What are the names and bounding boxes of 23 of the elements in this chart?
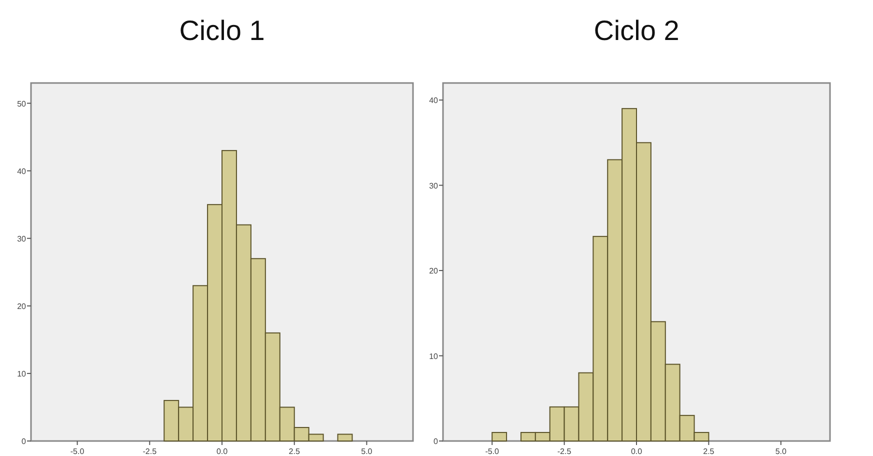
y-tick-label: 20 — [17, 302, 27, 311]
x-tick-label: -2.5 — [557, 447, 572, 456]
x-tick-label: -5.0 — [70, 447, 85, 456]
y-tick-label: 10 — [429, 352, 439, 361]
x-tick-label: 0.0 — [630, 447, 643, 456]
x-tick-label: 0.0 — [216, 447, 228, 456]
y-tick-label: 40 — [17, 166, 27, 176]
y-tick-label: 40 — [429, 96, 439, 106]
x-tick-label: 5.0 — [775, 447, 788, 456]
chart-title: Ciclo 1 — [179, 15, 265, 46]
y-tick-label: 30 — [429, 181, 439, 190]
y-tick-label: 30 — [17, 234, 27, 244]
x-tick-label: 5.0 — [361, 447, 373, 456]
x-tick-label: -2.5 — [142, 447, 158, 456]
y-tick-label: 10 — [17, 369, 27, 378]
y-tick-label: 0 — [22, 437, 27, 446]
y-tick-label: 0 — [434, 437, 439, 446]
x-tick-label: 2.5 — [288, 447, 300, 456]
chart-title: Ciclo 2 — [594, 15, 680, 46]
y-tick-label: 20 — [429, 266, 439, 276]
x-tick-label: -5.0 — [485, 447, 500, 456]
x-tick-label: 2.5 — [703, 447, 715, 456]
y-tick-label: 50 — [17, 99, 27, 108]
